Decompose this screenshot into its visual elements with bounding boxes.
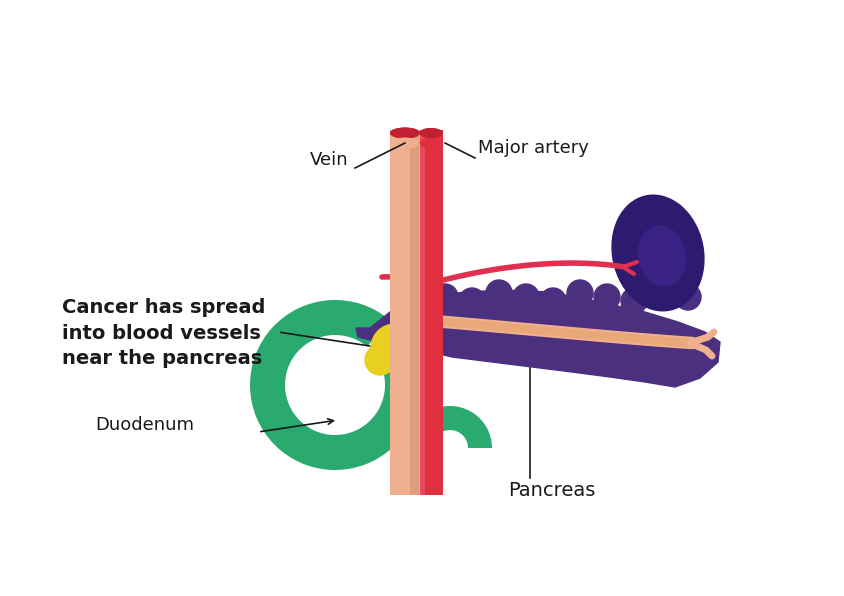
Polygon shape bbox=[355, 290, 719, 387]
Circle shape bbox=[620, 288, 647, 314]
Circle shape bbox=[674, 284, 701, 310]
Bar bbox=[390, 130, 419, 495]
Wedge shape bbox=[250, 300, 419, 470]
Ellipse shape bbox=[390, 128, 419, 138]
Text: Duodenum: Duodenum bbox=[95, 416, 194, 434]
Circle shape bbox=[485, 280, 511, 306]
Circle shape bbox=[539, 288, 565, 314]
Ellipse shape bbox=[611, 194, 704, 312]
Bar bbox=[419, 130, 442, 495]
Circle shape bbox=[593, 284, 619, 310]
Wedge shape bbox=[408, 406, 491, 448]
Circle shape bbox=[365, 345, 394, 375]
Text: Cancer has spread
into blood vessels
near the pancreas: Cancer has spread into blood vessels nea… bbox=[62, 298, 265, 368]
Circle shape bbox=[394, 317, 429, 351]
Circle shape bbox=[431, 284, 457, 310]
Ellipse shape bbox=[419, 138, 442, 148]
Circle shape bbox=[566, 280, 592, 306]
Ellipse shape bbox=[390, 128, 419, 138]
Text: Vein: Vein bbox=[310, 151, 349, 169]
Circle shape bbox=[512, 284, 538, 310]
Ellipse shape bbox=[419, 128, 442, 138]
Ellipse shape bbox=[390, 138, 419, 148]
Text: Major artery: Major artery bbox=[478, 139, 588, 157]
Ellipse shape bbox=[390, 138, 419, 148]
Circle shape bbox=[458, 288, 484, 314]
Text: Pancreas: Pancreas bbox=[507, 480, 595, 499]
Circle shape bbox=[647, 280, 674, 306]
Ellipse shape bbox=[419, 128, 442, 138]
Circle shape bbox=[404, 280, 430, 306]
Ellipse shape bbox=[637, 225, 685, 287]
Bar bbox=[419, 130, 425, 495]
Circle shape bbox=[371, 324, 419, 372]
Bar bbox=[409, 130, 419, 495]
Bar bbox=[390, 130, 419, 495]
Ellipse shape bbox=[419, 138, 442, 148]
Bar bbox=[419, 130, 425, 495]
Bar bbox=[419, 130, 442, 495]
Bar bbox=[409, 130, 419, 495]
